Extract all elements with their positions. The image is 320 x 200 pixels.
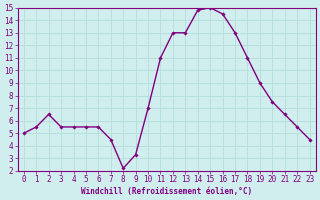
X-axis label: Windchill (Refroidissement éolien,°C): Windchill (Refroidissement éolien,°C) (81, 187, 252, 196)
